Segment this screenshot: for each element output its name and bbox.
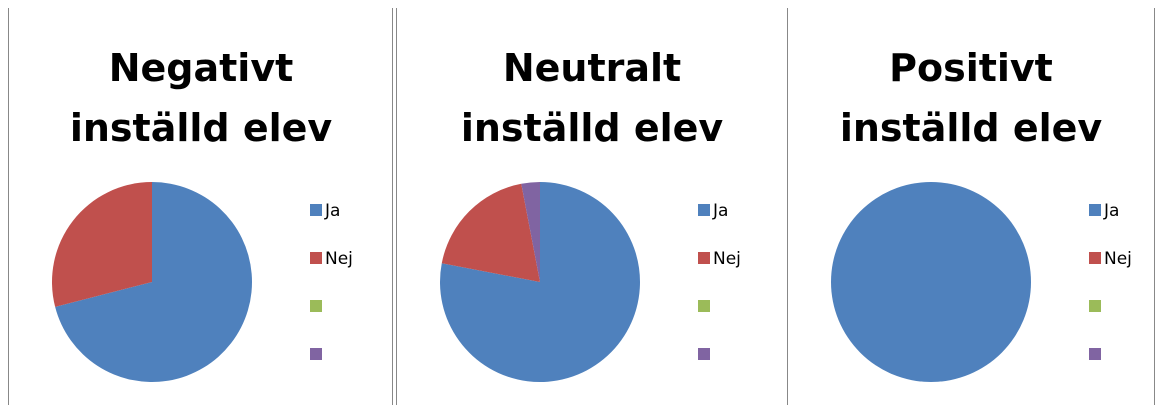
chart-panel: Positivt inställd elev Ja Nej	[787, 8, 1154, 405]
legend-swatch	[698, 348, 710, 360]
legend-swatch	[310, 348, 322, 360]
divider	[392, 8, 393, 405]
legend-swatch	[698, 204, 710, 216]
chart: Ja Nej	[831, 182, 1132, 382]
chart-title: Negativt inställd elev	[69, 46, 333, 150]
legend-label: Ja	[324, 201, 340, 221]
divider	[1154, 8, 1155, 405]
legend-swatch	[698, 300, 710, 312]
pie-slice	[55, 182, 252, 383]
legend-label: Nej	[713, 249, 741, 269]
legend-swatch	[1089, 252, 1101, 264]
legend-swatch	[1089, 300, 1101, 312]
chart: Ja Nej	[52, 182, 353, 383]
legend-label: Nej	[1104, 249, 1132, 269]
chart-title: Positivt inställd elev	[839, 46, 1103, 150]
legend-swatch	[310, 252, 322, 264]
legend-swatch	[310, 300, 322, 312]
pie-slice	[52, 182, 152, 307]
legend-swatch	[698, 252, 710, 264]
legend-label: Ja	[712, 201, 728, 221]
chart-panel: Negativt inställd elev Ja Nej	[8, 8, 393, 405]
legend-swatch	[1089, 204, 1101, 216]
pie-slice	[441, 183, 540, 282]
legend-label: Ja	[1103, 201, 1119, 221]
chart-panel: Neutralt inställd elev Ja Nej	[396, 8, 787, 405]
pie-slice	[521, 182, 540, 282]
legend-label: Nej	[325, 249, 353, 269]
chart-title: Neutralt inställd elev	[460, 46, 724, 150]
pie-slice	[831, 182, 1031, 382]
legend-swatch	[1089, 348, 1101, 360]
chart: Ja Nej	[440, 182, 741, 383]
legend-swatch	[310, 204, 322, 216]
